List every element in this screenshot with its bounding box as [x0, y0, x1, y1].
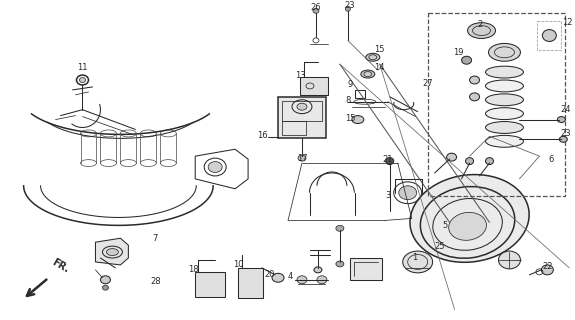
Ellipse shape [313, 8, 319, 13]
Text: 13: 13 [294, 71, 305, 80]
Text: 26: 26 [310, 3, 321, 12]
Ellipse shape [462, 56, 471, 64]
Ellipse shape [106, 249, 118, 256]
Ellipse shape [557, 116, 565, 123]
Text: 16: 16 [257, 131, 267, 140]
Text: 15: 15 [344, 114, 355, 123]
Text: 28: 28 [150, 277, 160, 286]
Ellipse shape [485, 135, 523, 147]
Text: 12: 12 [562, 18, 573, 27]
Ellipse shape [297, 276, 307, 284]
Ellipse shape [559, 136, 568, 142]
Bar [238, 268, 263, 298]
Ellipse shape [272, 273, 284, 282]
Text: 17: 17 [297, 154, 307, 163]
Ellipse shape [361, 70, 375, 78]
Ellipse shape [470, 76, 480, 84]
Ellipse shape [352, 116, 364, 124]
Ellipse shape [542, 29, 557, 42]
Text: 14: 14 [374, 63, 385, 72]
Ellipse shape [448, 212, 486, 240]
Ellipse shape [467, 23, 496, 38]
Ellipse shape [314, 267, 322, 273]
Ellipse shape [336, 225, 344, 231]
Ellipse shape [402, 251, 432, 273]
Ellipse shape [489, 44, 520, 61]
Ellipse shape [398, 186, 417, 200]
Text: FR.: FR. [51, 257, 71, 275]
Ellipse shape [297, 103, 307, 110]
Ellipse shape [336, 261, 344, 267]
Text: 10: 10 [233, 260, 243, 269]
Bar [282, 101, 322, 121]
Text: 2: 2 [477, 20, 482, 29]
Text: 8: 8 [345, 96, 351, 105]
Ellipse shape [485, 94, 523, 106]
Bar [278, 97, 326, 138]
Text: 24: 24 [560, 105, 570, 114]
Text: 23: 23 [344, 1, 355, 10]
Ellipse shape [102, 285, 109, 290]
Text: 6: 6 [549, 155, 554, 164]
Bar [282, 121, 306, 135]
Text: 1: 1 [412, 253, 417, 262]
Text: 9: 9 [347, 80, 352, 90]
Text: 3: 3 [385, 191, 390, 200]
Ellipse shape [542, 265, 553, 275]
Ellipse shape [466, 158, 474, 164]
Text: 18: 18 [188, 265, 198, 274]
Ellipse shape [410, 175, 529, 262]
Ellipse shape [298, 155, 306, 161]
Ellipse shape [101, 276, 110, 284]
Ellipse shape [485, 66, 523, 78]
Bar [428, 13, 565, 196]
Ellipse shape [485, 158, 493, 164]
Ellipse shape [346, 6, 350, 11]
Text: 11: 11 [77, 63, 88, 72]
Bar [196, 272, 225, 297]
Text: 7: 7 [152, 234, 158, 243]
Text: 5: 5 [442, 221, 447, 230]
Bar [300, 77, 328, 95]
Ellipse shape [485, 80, 523, 92]
Bar [355, 90, 365, 98]
Ellipse shape [79, 77, 86, 83]
Text: 19: 19 [453, 48, 464, 57]
Ellipse shape [470, 93, 480, 101]
Bar [350, 258, 382, 280]
Ellipse shape [485, 122, 523, 133]
Polygon shape [95, 238, 128, 265]
Ellipse shape [208, 162, 222, 172]
Text: 22: 22 [542, 262, 553, 271]
Text: 21: 21 [382, 155, 393, 164]
Text: 4: 4 [288, 272, 293, 281]
Text: 20: 20 [265, 270, 275, 279]
Ellipse shape [317, 276, 327, 284]
Text: 25: 25 [434, 242, 445, 251]
Text: 15: 15 [374, 45, 385, 54]
Text: 27: 27 [423, 79, 433, 88]
Ellipse shape [499, 251, 520, 269]
Bar [538, 21, 561, 50]
Ellipse shape [485, 108, 523, 120]
Ellipse shape [366, 53, 380, 61]
Text: 23: 23 [560, 129, 570, 138]
Ellipse shape [386, 158, 394, 164]
Ellipse shape [447, 153, 457, 161]
